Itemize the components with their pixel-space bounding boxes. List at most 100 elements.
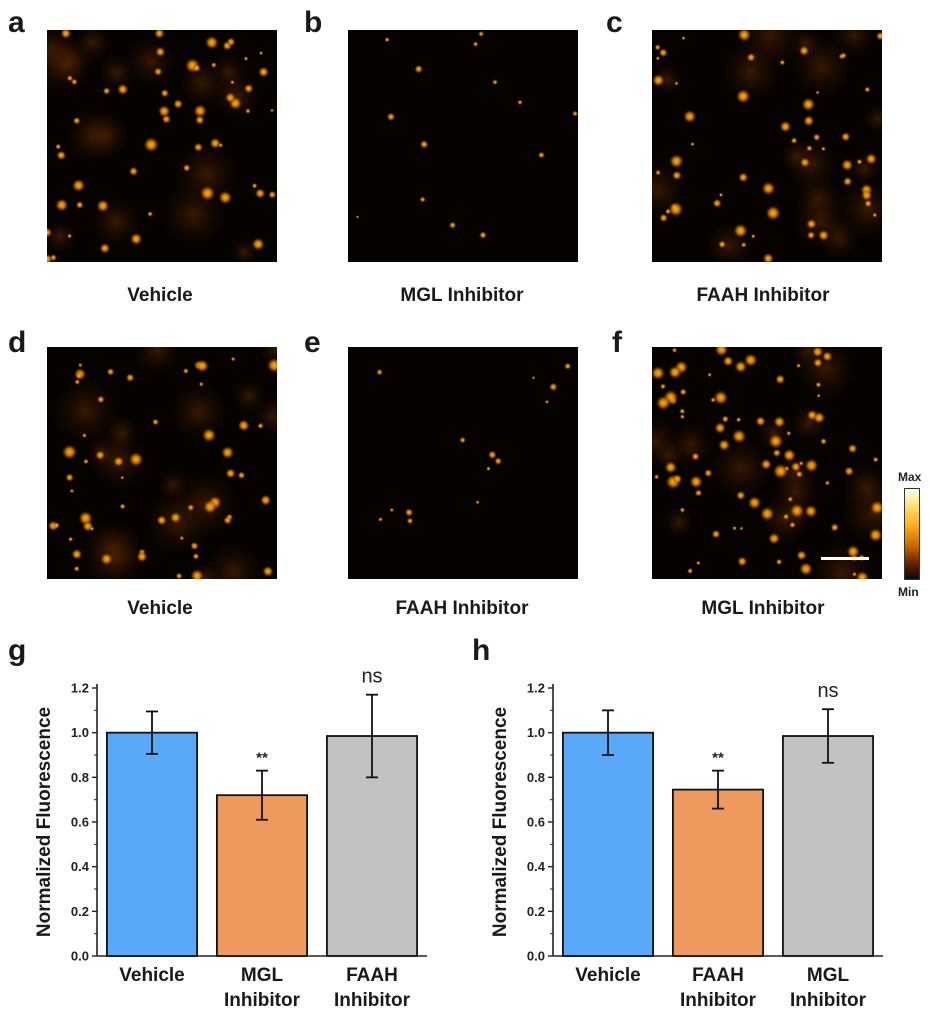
- fluorescent-spot: [691, 452, 699, 460]
- panel-letter-c: c: [606, 8, 623, 38]
- fluorescent-spot: [257, 423, 264, 430]
- fluorescent-spot: [170, 512, 182, 524]
- fluorescent-spot: [205, 35, 219, 49]
- fluorescent-spot: [268, 190, 277, 199]
- fluorescent-spot: [176, 572, 183, 579]
- fluorescent-spot: [492, 79, 498, 85]
- fluorescent-spot: [660, 383, 666, 389]
- micrograph-texture: [652, 30, 882, 262]
- fluorescent-spot: [270, 108, 274, 112]
- fluorescent-spot: [96, 199, 109, 212]
- y-tick-label: 0.6: [71, 815, 89, 830]
- fluorescent-spot: [449, 221, 457, 229]
- fluorescent-spot: [389, 508, 394, 513]
- fluorescent-spot: [736, 491, 746, 501]
- category-label: Vehicle: [575, 965, 641, 986]
- y-tick-label: 0.4: [71, 859, 90, 874]
- fluorescent-spot: [711, 529, 720, 538]
- fluorescent-spot: [136, 551, 148, 563]
- bar: [673, 790, 763, 956]
- fluorescent-spot: [856, 159, 862, 165]
- fluorescent-spot: [255, 188, 266, 199]
- fluorescent-spot: [806, 145, 813, 152]
- fluorescent-spot: [203, 500, 217, 514]
- fluorescent-spot: [822, 351, 833, 362]
- caption-mgl-inhibitor-f: MGL Inhibitor: [633, 598, 893, 620]
- fluorescent-spot: [817, 394, 821, 398]
- category-label: MGL: [241, 965, 284, 986]
- fluorescent-spot: [789, 503, 804, 518]
- fluorescent-spot: [494, 457, 502, 465]
- micrograph-texture: [47, 30, 277, 262]
- fluorescent-spot: [387, 112, 396, 121]
- background-haze: [210, 54, 247, 91]
- fluorescent-spot: [53, 522, 60, 529]
- fluorescent-spot: [120, 476, 124, 480]
- fluorescent-spot: [746, 53, 755, 62]
- fluorescent-spot: [719, 193, 724, 198]
- fluorescent-spot: [848, 444, 858, 454]
- fluorescent-spot: [687, 568, 693, 574]
- background-haze: [81, 111, 130, 160]
- fluorescent-spot: [65, 473, 74, 482]
- fluorescent-spot: [695, 489, 703, 497]
- category-label: Inhibitor: [680, 990, 757, 1011]
- fluorescent-spot: [672, 474, 682, 484]
- fluorescent-spot: [226, 37, 235, 46]
- fluorescent-spot: [128, 452, 143, 467]
- fluorescent-spot: [737, 556, 747, 566]
- fluorescent-spot: [791, 137, 798, 144]
- fluorescent-spot: [815, 382, 821, 388]
- fluorescent-spot: [760, 459, 771, 470]
- fluorescent-spot: [736, 89, 751, 104]
- fluorescent-spot: [545, 400, 549, 404]
- fluorescent-spot: [260, 494, 271, 505]
- fluorescent-spot: [130, 233, 143, 246]
- fluorescent-spot: [192, 553, 199, 560]
- significance-label: **: [712, 750, 724, 767]
- fluorescent-spot: [195, 115, 205, 125]
- fluorescent-spot: [714, 422, 726, 434]
- colorbar-max-label: Max: [898, 470, 921, 484]
- fluorescent-spot: [841, 132, 851, 142]
- fluorescent-spot: [664, 461, 677, 474]
- panel-letter-f: f: [612, 328, 622, 358]
- caption-faah-inhibitor-e: FAAH Inhibitor: [332, 598, 592, 620]
- fluorescent-spot: [68, 536, 73, 541]
- fluorescent-spot: [799, 461, 804, 466]
- fluorescent-spot: [665, 208, 671, 214]
- fluorescent-spot: [680, 414, 685, 419]
- fluorescent-spot: [230, 80, 235, 85]
- fluorescent-spot: [419, 196, 425, 202]
- background-haze: [124, 34, 178, 88]
- fluorescent-spot: [783, 449, 796, 462]
- y-tick-label: 0.4: [527, 859, 546, 874]
- background-haze: [863, 103, 882, 134]
- caption-vehicle-d: Vehicle: [30, 598, 290, 620]
- fluorescent-spot: [103, 87, 111, 95]
- fluorescent-spot: [158, 105, 171, 118]
- intensity-colorbar: [904, 488, 920, 580]
- fluorescent-spot: [852, 572, 857, 577]
- fluorescent-spot: [773, 463, 789, 479]
- fluorescent-spot: [783, 513, 790, 520]
- y-axis-label: Normalized Fluorescence: [490, 707, 511, 937]
- fluorescent-spot: [532, 376, 536, 380]
- y-tick-label: 0.0: [527, 949, 545, 964]
- fluorescent-spot: [789, 522, 796, 529]
- fluorescent-spot: [786, 431, 791, 436]
- fluorescent-spot: [821, 146, 826, 151]
- fluorescent-spot: [733, 223, 748, 238]
- fluorescent-spot: [475, 500, 479, 504]
- fluorescent-spot: [90, 526, 95, 531]
- fluorescent-spot: [71, 549, 82, 560]
- fluorescent-spot: [816, 91, 820, 95]
- micrograph-mgl-inhibitor-f: [652, 347, 882, 579]
- fluorescent-spot: [768, 434, 783, 449]
- fluorescent-spot: [99, 243, 110, 254]
- fluorescent-spot: [572, 111, 578, 117]
- background-haze: [167, 381, 229, 443]
- fluorescent-spot: [721, 415, 729, 423]
- fluorescent-spot: [840, 52, 847, 59]
- fluorescent-spot: [799, 562, 813, 576]
